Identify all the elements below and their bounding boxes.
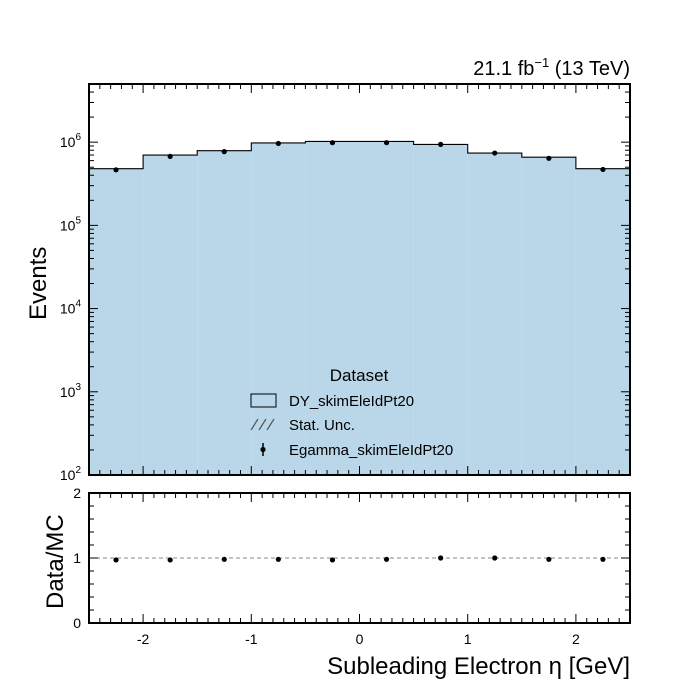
histogram-bin [521, 157, 576, 475]
x-tick-label: 1 [464, 631, 472, 647]
y-tick-label: 105 [60, 215, 82, 233]
ratio-point [167, 557, 173, 563]
ratio-point [546, 556, 552, 562]
histogram-bin [251, 142, 306, 475]
y-tick-exponent: 3 [75, 382, 81, 393]
y-tick-exponent: 6 [75, 132, 81, 143]
data-point [600, 166, 606, 173]
histogram-bin [197, 150, 252, 476]
y-tick-label: 103 [60, 382, 82, 400]
y-tick-base: 10 [60, 134, 76, 150]
ratio-panel: -2 -1 0 1 2 0 1 2 Data/MC Subleading Electron … [42, 485, 631, 680]
ratio-data-points [113, 555, 606, 563]
ratio-y-tick-label: 0 [73, 615, 81, 631]
ratio-y-tick-label: 2 [73, 485, 81, 501]
ratio-y-ticks: 0 1 2 [73, 485, 630, 631]
main-x-ticks [88, 84, 631, 475]
y-tick-label: 102 [60, 465, 82, 483]
ratio-y-tick-label: 1 [73, 550, 81, 566]
ratio-point [113, 557, 119, 563]
histogram-bin [359, 141, 414, 475]
histogram-bin [89, 168, 144, 475]
data-point [167, 153, 173, 159]
y-tick-exponent: 4 [75, 299, 81, 310]
y-tick-label: 104 [60, 299, 82, 317]
y-tick-exponent: 5 [75, 215, 81, 226]
ratio-point [275, 556, 281, 562]
x-tick-label: 0 [356, 631, 364, 647]
main-histogram [89, 140, 630, 476]
y-tick-base: 10 [60, 301, 76, 317]
main-y-axis-label: Events [25, 247, 52, 320]
legend-mc-label: DY_skimEleIdPt20 [289, 393, 414, 410]
y-tick-base: 10 [60, 467, 76, 483]
ratio-x-ticks: -2 -1 0 1 2 [88, 493, 631, 647]
histogram-bin [467, 153, 522, 475]
x-tick-label: 2 [572, 631, 580, 647]
data-point [492, 150, 498, 156]
ratio-point [492, 555, 498, 561]
histogram-bin [305, 141, 360, 475]
x-tick-label: -2 [137, 631, 150, 647]
data-point [383, 140, 390, 146]
legend-data-label: Egamma_skimEleIdPt20 [289, 442, 453, 459]
histogram-outline [89, 140, 630, 170]
histogram-bin [143, 155, 198, 475]
legend-title: Dataset [330, 366, 389, 385]
lumi-value: 21.1 fb [473, 58, 534, 80]
data-point [221, 149, 227, 155]
ratio-point [600, 556, 606, 562]
histogram-bin [413, 144, 468, 475]
y-tick-base: 10 [60, 217, 76, 233]
y-tick-base: 10 [60, 384, 76, 400]
lumi-label: 21.1 fb−1 (13 TeV) [473, 55, 630, 80]
legend-stat-unc-swatch [250, 418, 275, 431]
lumi-exponent: −1 [534, 55, 549, 70]
legend-stat-unc-label: Stat. Unc. [289, 417, 355, 434]
x-axis-label: Subleading Electron η [GeV] [327, 653, 630, 680]
x-tick-label: -1 [245, 631, 258, 647]
data-point [546, 155, 552, 161]
data-point [438, 141, 444, 147]
ratio-y-axis-label: Data/MC [42, 514, 69, 609]
histogram-bin [575, 168, 630, 475]
legend-data-swatch [260, 443, 266, 456]
ratio-point [221, 556, 227, 562]
y-tick-label: 106 [60, 132, 82, 150]
data-point [329, 140, 336, 146]
ratio-point [438, 555, 444, 561]
data-point [113, 167, 119, 173]
main-data-points [113, 140, 606, 173]
ratio-point [329, 557, 336, 563]
lumi-energy: (13 TeV) [549, 58, 630, 80]
data-point [275, 140, 281, 147]
legend: Dataset DY_skimEleIdPt20 Stat. Unc. Egam… [250, 366, 453, 459]
legend-mc-swatch [250, 393, 277, 408]
y-tick-exponent: 2 [75, 465, 81, 476]
ratio-point [383, 556, 390, 562]
